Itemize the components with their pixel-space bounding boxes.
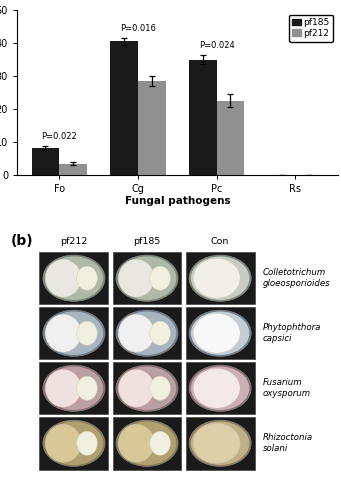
Text: P=0.022: P=0.022 [41, 132, 77, 141]
Bar [110, 42, 138, 175]
Ellipse shape [43, 365, 105, 412]
X-axis label: Fungal pathogens: Fungal pathogens [124, 196, 230, 205]
FancyBboxPatch shape [186, 307, 255, 360]
Ellipse shape [116, 420, 178, 467]
Ellipse shape [191, 366, 249, 410]
FancyBboxPatch shape [186, 417, 255, 470]
Ellipse shape [77, 321, 98, 345]
Ellipse shape [189, 365, 251, 412]
Ellipse shape [189, 310, 251, 356]
Bar [138, 81, 165, 175]
FancyBboxPatch shape [113, 307, 181, 360]
FancyBboxPatch shape [40, 417, 108, 470]
Text: Fusarium
oxysporum: Fusarium oxysporum [263, 378, 311, 398]
Ellipse shape [150, 321, 170, 345]
FancyBboxPatch shape [113, 252, 181, 304]
Text: Rhizoctonia
solani: Rhizoctonia solani [263, 433, 313, 454]
FancyBboxPatch shape [40, 362, 108, 414]
Ellipse shape [77, 266, 98, 290]
Ellipse shape [43, 310, 105, 356]
Text: P=0.024: P=0.024 [199, 42, 235, 50]
Ellipse shape [150, 376, 170, 400]
Ellipse shape [118, 422, 176, 465]
Ellipse shape [150, 431, 170, 456]
Ellipse shape [118, 366, 176, 410]
Ellipse shape [43, 255, 105, 302]
Ellipse shape [191, 256, 249, 300]
Ellipse shape [45, 366, 103, 410]
Bar [32, 148, 59, 175]
Ellipse shape [116, 310, 178, 356]
Ellipse shape [193, 424, 240, 463]
Text: pf212: pf212 [60, 236, 88, 246]
Ellipse shape [116, 255, 178, 302]
Ellipse shape [150, 266, 170, 290]
Text: Con: Con [211, 236, 229, 246]
Ellipse shape [45, 314, 81, 352]
Ellipse shape [45, 260, 81, 297]
Ellipse shape [189, 420, 251, 467]
FancyBboxPatch shape [186, 252, 255, 304]
Ellipse shape [45, 424, 81, 462]
Ellipse shape [193, 368, 240, 408]
Bar [217, 101, 244, 175]
Ellipse shape [118, 370, 154, 407]
Ellipse shape [51, 372, 89, 404]
Text: (b): (b) [11, 234, 33, 248]
Bar [189, 60, 217, 175]
Ellipse shape [189, 255, 251, 302]
Ellipse shape [45, 312, 103, 355]
Ellipse shape [77, 431, 98, 456]
Ellipse shape [45, 256, 103, 300]
Ellipse shape [124, 372, 163, 404]
Text: Colletotrichum
gloeosporioides: Colletotrichum gloeosporioides [263, 268, 330, 288]
Ellipse shape [191, 422, 249, 465]
Ellipse shape [118, 312, 176, 355]
Ellipse shape [43, 420, 105, 467]
Ellipse shape [45, 370, 81, 407]
FancyBboxPatch shape [40, 252, 108, 304]
Ellipse shape [118, 314, 154, 352]
Text: P=0.016: P=0.016 [120, 24, 156, 33]
Ellipse shape [193, 314, 240, 353]
FancyBboxPatch shape [113, 362, 181, 414]
Ellipse shape [116, 365, 178, 412]
Ellipse shape [118, 256, 176, 300]
Ellipse shape [191, 312, 249, 355]
Ellipse shape [118, 424, 154, 462]
Ellipse shape [118, 260, 154, 297]
Text: Phytophthora
capsici: Phytophthora capsici [263, 323, 321, 344]
FancyBboxPatch shape [186, 362, 255, 414]
Bar [59, 164, 87, 175]
Ellipse shape [77, 376, 98, 400]
Ellipse shape [45, 422, 103, 465]
Text: pf185: pf185 [133, 236, 161, 246]
Legend: pf185, pf212: pf185, pf212 [289, 14, 333, 42]
Ellipse shape [193, 258, 240, 298]
FancyBboxPatch shape [113, 417, 181, 470]
FancyBboxPatch shape [40, 307, 108, 360]
